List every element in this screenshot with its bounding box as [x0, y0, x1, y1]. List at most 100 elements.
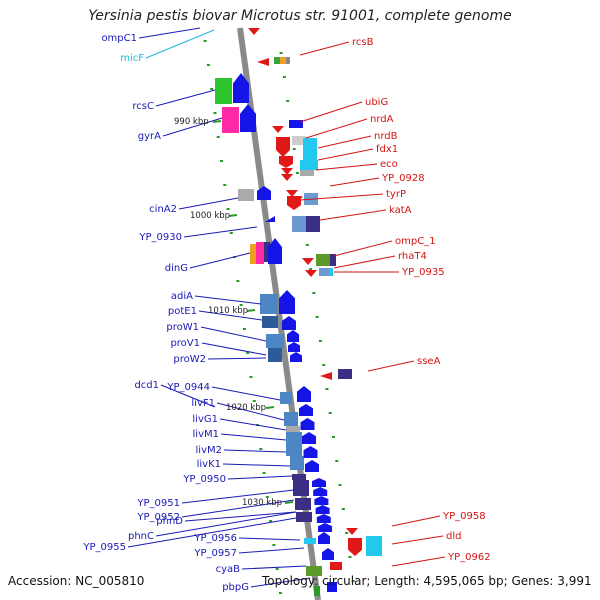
label-leader	[155, 89, 216, 107]
gene-label-livm2: livM2	[196, 445, 222, 456]
label-leader	[155, 511, 297, 537]
tick-dot	[226, 208, 230, 210]
gene-arrow	[312, 478, 326, 487]
gene-block	[292, 216, 306, 232]
gene-block	[264, 242, 270, 262]
label-leader	[305, 118, 368, 139]
kbp-marker: 990 kbp	[174, 117, 209, 127]
gene-block	[366, 536, 382, 556]
label-leader	[162, 117, 223, 137]
gene-block	[238, 189, 254, 201]
gene-label-rhat4: rhaT4	[398, 251, 427, 262]
gene-block	[296, 512, 312, 522]
gene-arrow	[302, 432, 316, 444]
gene-block	[295, 498, 311, 510]
label-leader	[160, 384, 216, 408]
gene-label-livg1: livG1	[192, 414, 218, 425]
gene-label-tyrp: tyrP	[386, 189, 406, 200]
gene-label-rcsb: rcsB	[352, 37, 374, 48]
tick-dot	[322, 364, 326, 366]
kbp-marker: 1010 kbp	[208, 306, 248, 316]
label-leader	[317, 135, 372, 149]
tick-dot	[213, 112, 217, 114]
gene-block	[319, 268, 329, 276]
label-leader	[299, 101, 363, 123]
gene-block	[280, 392, 292, 404]
kbp-marker: 1020 kbp	[226, 403, 266, 413]
gene-label-dld: dld	[446, 531, 461, 542]
gene-label-cyab: cyaB	[216, 564, 241, 575]
gene-label-yp_0957: YP_0957	[193, 548, 237, 559]
gene-label-eco: eco	[380, 159, 398, 170]
tick-dot	[236, 280, 240, 282]
tick-dot	[348, 556, 352, 558]
gene-arrow	[302, 258, 314, 265]
label-leader	[315, 163, 378, 171]
gene-arrow	[320, 372, 332, 380]
tick-dot	[265, 496, 269, 498]
label-leader	[227, 475, 293, 480]
label-leader	[178, 197, 239, 210]
gene-block	[329, 268, 333, 276]
tick-dot	[325, 388, 329, 390]
gene-arrow	[314, 496, 329, 505]
gene-block	[260, 294, 278, 314]
gene-block	[306, 566, 322, 576]
gene-label-livm1: livM1	[193, 429, 219, 440]
tick-dot	[206, 64, 210, 66]
gene-arrow	[279, 290, 295, 314]
gene-block	[290, 456, 304, 470]
tick-dot	[246, 352, 250, 354]
gene-block	[289, 120, 303, 128]
label-leader	[181, 499, 295, 518]
tick-dot	[286, 100, 290, 102]
gene-label-yp_0956: YP_0956	[193, 533, 237, 544]
gene-arrow	[290, 352, 302, 362]
gene-block	[262, 316, 278, 328]
gene-label-rcsc: rcsC	[132, 101, 154, 112]
tick-dot	[229, 232, 233, 234]
label-leader	[189, 252, 251, 269]
gene-label-nrdb: nrdB	[374, 131, 398, 142]
tick-dot	[338, 484, 342, 486]
label-leader	[329, 177, 380, 187]
gene-block	[304, 538, 316, 544]
gene-label-kata: katA	[389, 205, 412, 216]
gene-label-micf: micF	[120, 53, 144, 64]
gene-label-phnc: phnC	[128, 531, 154, 542]
tick-dot	[259, 448, 263, 450]
gene-label-pbpg: pbpG	[222, 582, 249, 593]
label-leader	[201, 342, 267, 356]
label-leader	[198, 310, 263, 321]
gene-block	[292, 136, 306, 145]
gene-block	[314, 586, 320, 596]
gene-block	[330, 254, 336, 266]
label-leader	[391, 556, 446, 567]
gene-label-gyra: gyrA	[138, 131, 161, 142]
gene-block	[306, 216, 320, 232]
gene-label-livk1: livK1	[197, 459, 221, 470]
gene-block	[292, 474, 306, 480]
gene-arrow	[287, 196, 301, 210]
gene-arrow	[348, 538, 362, 556]
tick-dot	[315, 316, 319, 318]
tick-dot	[216, 136, 220, 138]
topology-label: Topology: circular; Length: 4,595,065 bp…	[262, 574, 592, 588]
tick-dot	[328, 412, 332, 414]
tick-dot	[203, 40, 207, 42]
gene-arrow	[313, 487, 328, 496]
gene-block	[266, 334, 284, 348]
label-leader	[222, 463, 291, 467]
gene-arrow	[318, 523, 332, 532]
gene-label-yp_0955: YP_0955	[82, 542, 126, 553]
label-leader	[333, 240, 393, 257]
tick-dot	[242, 328, 246, 330]
gene-block	[284, 412, 298, 426]
gene-label-dcd1: dcd1	[134, 380, 159, 391]
label-leader	[183, 226, 258, 238]
gene-arrow	[299, 404, 313, 416]
gene-block	[327, 582, 337, 592]
tick-dot	[210, 88, 214, 90]
kbp-tick	[265, 406, 275, 409]
